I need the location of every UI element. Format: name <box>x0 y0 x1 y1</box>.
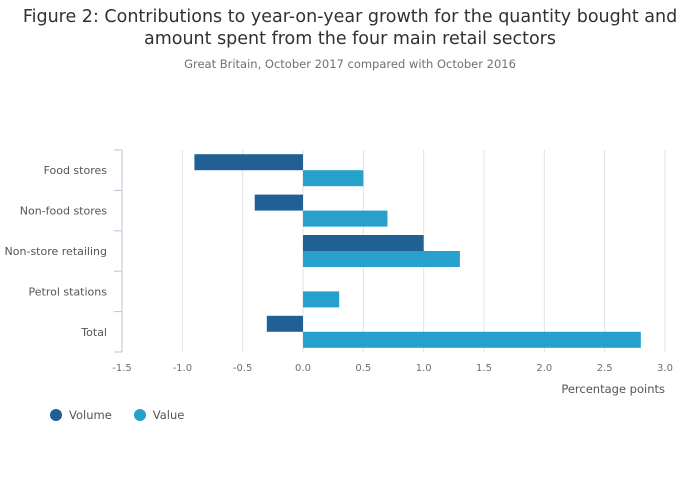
y-axis: Food stores Non-food stores Non-store reta… <box>5 149 123 353</box>
gridlines <box>181 150 666 352</box>
chart-title-line-2: amount spent from the four main retail s… <box>143 29 556 49</box>
x-tick-label: 3.0 <box>657 363 673 374</box>
y-category-label: Non-store retailing <box>5 245 107 258</box>
x-tick-label: -0.5 <box>233 363 253 374</box>
legend-item-value[interactable]: Value <box>133 408 185 422</box>
y-category-label: Petrol stations <box>29 285 108 298</box>
chart-title: Figure 2: Contributions to year-on-year … <box>0 6 700 50</box>
x-axis-label: Percentage points <box>561 382 665 396</box>
chart-subtitle: Great Britain, October 2017 compared wit… <box>184 57 516 71</box>
y-category-label: Total <box>80 326 107 339</box>
x-tick-label: -1.0 <box>173 363 193 374</box>
legend-marker-volume <box>50 409 62 421</box>
x-axis-ticks: -1.5 -1.0 -0.5 0.0 0.5 1.0 1.5 2.0 2.5 3.0 <box>112 363 673 374</box>
legend-label-volume: Volume <box>69 408 112 422</box>
legend: Volume Value <box>50 408 206 422</box>
x-tick-label: 1.5 <box>476 363 492 374</box>
y-category-label: Non-food stores <box>20 205 108 218</box>
bar-volume[interactable] <box>303 235 424 251</box>
x-tick-label: 0.0 <box>295 363 311 374</box>
x-tick-label: 1.0 <box>416 363 432 374</box>
bar-value[interactable] <box>303 291 340 308</box>
x-tick-label: 2.0 <box>536 363 552 374</box>
legend-label-value: Value <box>152 408 185 422</box>
x-tick-label: 0.5 <box>355 363 371 374</box>
y-category-label: Food stores <box>44 164 108 177</box>
x-tick-label: 2.5 <box>597 363 613 374</box>
x-tick-label: -1.5 <box>112 363 132 374</box>
bar-value[interactable] <box>303 251 460 267</box>
bar-volume[interactable] <box>254 194 303 211</box>
bar-value[interactable] <box>303 331 641 348</box>
legend-item-volume[interactable]: Volume <box>50 408 112 422</box>
bar-value[interactable] <box>303 210 388 227</box>
bar-value[interactable] <box>303 170 364 187</box>
bars <box>194 154 641 348</box>
bar-volume[interactable] <box>194 154 303 171</box>
bar-volume[interactable] <box>266 315 303 332</box>
legend-marker-value <box>133 409 146 421</box>
chart-title-line-1: Figure 2: Contributions to year-on-year … <box>22 7 678 27</box>
